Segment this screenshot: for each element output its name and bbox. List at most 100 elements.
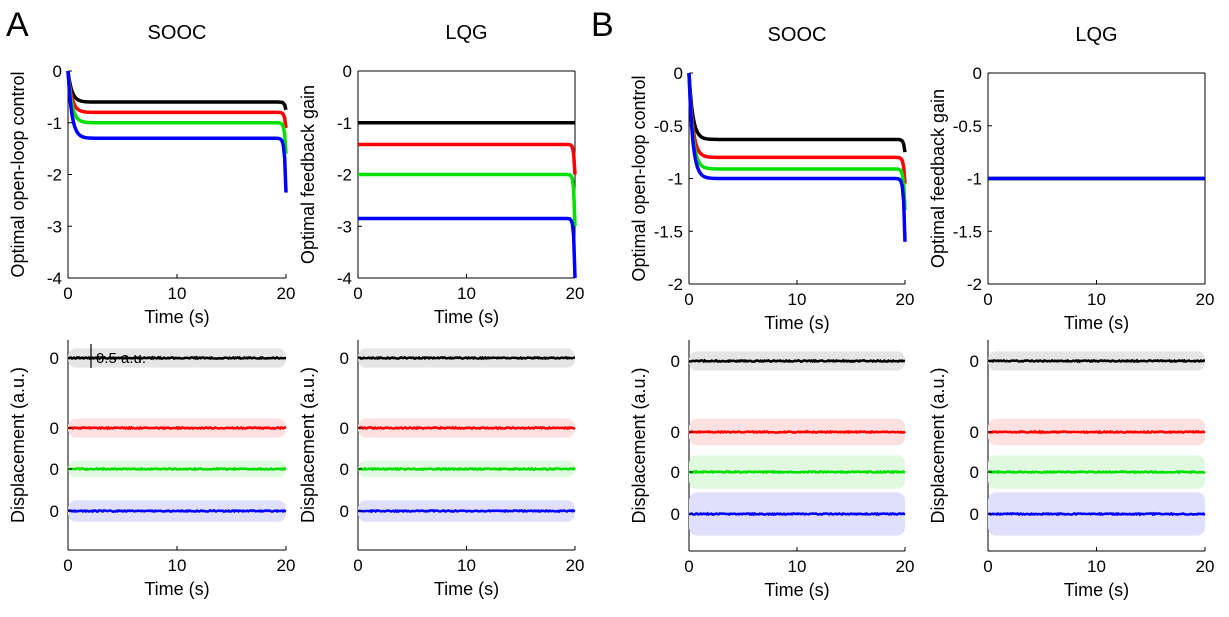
chart-title: SOOC xyxy=(768,24,827,46)
series-line-1 xyxy=(987,429,1206,435)
x-tick-label: 10 xyxy=(457,556,476,575)
y-tick-label: -2 xyxy=(668,275,683,294)
x-axis-label: Time (s) xyxy=(764,580,829,600)
x-tick-label: 20 xyxy=(566,284,585,303)
x-tick-label: 10 xyxy=(457,284,476,303)
y-tick-label: -1 xyxy=(337,114,352,133)
x-tick-label: 20 xyxy=(277,284,296,303)
series-line-0 xyxy=(987,358,1206,364)
x-tick-label: 20 xyxy=(1196,290,1215,309)
x-tick-label: 20 xyxy=(1196,557,1215,576)
y-axis-label: Displacement (a.u.) xyxy=(298,367,318,523)
chart-title: SOOC xyxy=(148,22,207,44)
series-line-0 xyxy=(66,70,288,111)
series-line-3 xyxy=(688,511,906,517)
y-tick-label: 0 xyxy=(970,505,979,524)
y-tick-label: -0.5 xyxy=(654,117,683,136)
x-tick-label: 0 xyxy=(684,290,693,309)
series-line-1 xyxy=(357,425,576,431)
x-tick-label: 10 xyxy=(788,557,807,576)
x-axis-label: Time (s) xyxy=(434,307,499,327)
y-tick-label: 0 xyxy=(674,64,683,83)
x-axis-label: Time (s) xyxy=(1064,580,1129,600)
y-tick-label: 0 xyxy=(970,423,979,442)
series-line-3 xyxy=(687,72,907,242)
series-line-0 xyxy=(67,355,287,361)
scale-bar-label: 0.5 a.u. xyxy=(96,350,146,367)
series-line-0 xyxy=(688,358,906,364)
y-axis-label: Optimal feedback gain xyxy=(298,85,318,264)
y-tick-label: -1 xyxy=(47,114,62,133)
y-tick-label: 0 xyxy=(340,460,349,479)
y-tick-label: 0 xyxy=(50,460,59,479)
y-axis-label: Optimal feedback gain xyxy=(928,89,948,268)
x-tick-label: 20 xyxy=(896,557,915,576)
series-line-1 xyxy=(357,142,577,175)
series-line-1 xyxy=(67,425,287,431)
y-tick-label: 0 xyxy=(340,349,349,368)
y-tick-label: 0 xyxy=(53,62,62,81)
y-tick-label: -1 xyxy=(967,170,982,189)
y-tick-label: -2 xyxy=(967,275,982,294)
y-tick-label: 0 xyxy=(671,505,680,524)
y-tick-label: -1.5 xyxy=(654,222,683,241)
x-tick-label: 0 xyxy=(353,556,362,575)
series-line-1 xyxy=(688,429,906,435)
x-axis-label: Time (s) xyxy=(1064,313,1129,333)
series-line-3 xyxy=(357,508,576,514)
chart-b-6: 0 10 20 Time (s) Displacement (a.u.) 0 0 0 0 xyxy=(629,340,914,600)
x-tick-label: 10 xyxy=(168,284,187,303)
y-axis-label: Optimal open-loop control xyxy=(629,75,649,281)
x-tick-label: 20 xyxy=(566,556,585,575)
series-line-3 xyxy=(67,508,287,514)
y-tick-label: 0 xyxy=(50,349,59,368)
y-tick-label: -2 xyxy=(47,166,62,185)
x-tick-label: 0 xyxy=(353,284,362,303)
y-tick-label: -0.5 xyxy=(953,117,982,136)
y-tick-label: 0 xyxy=(343,62,352,81)
x-tick-label: 0 xyxy=(983,290,992,309)
chart-b-5: LQG 0 10 20 Time (s) Optimal feedback gain -2 -… xyxy=(928,24,1214,333)
x-tick-label: 10 xyxy=(1087,290,1106,309)
x-tick-label: 20 xyxy=(896,290,915,309)
x-tick-label: 0 xyxy=(684,557,693,576)
series-line-0 xyxy=(357,355,576,361)
series-line-2 xyxy=(66,70,288,154)
y-tick-label: -3 xyxy=(47,217,62,236)
chart-b-7: 0 10 20 Time (s) Displacement (a.u.) 0 0 0 0 xyxy=(928,340,1214,600)
y-tick-label: 0 xyxy=(50,502,59,521)
y-tick-label: 0 xyxy=(340,419,349,438)
series-line-2 xyxy=(987,469,1206,475)
y-tick-label: 0 xyxy=(970,463,979,482)
x-tick-label: 0 xyxy=(63,284,72,303)
y-tick-label: -4 xyxy=(337,269,352,288)
x-axis-label: Time (s) xyxy=(144,307,209,327)
y-tick-label: 0 xyxy=(340,502,349,521)
x-tick-label: 20 xyxy=(277,556,296,575)
chart-title: LQG xyxy=(1075,24,1117,46)
y-axis-label: Optimal open-loop control xyxy=(8,71,28,277)
y-axis-label: Displacement (a.u.) xyxy=(629,367,649,523)
series-line-2 xyxy=(357,172,577,227)
series-line-3 xyxy=(66,70,288,193)
series-line-2 xyxy=(688,469,906,475)
x-tick-label: 10 xyxy=(168,556,187,575)
x-tick-label: 10 xyxy=(1087,557,1106,576)
x-axis-label: Time (s) xyxy=(764,313,829,333)
x-tick-label: 10 xyxy=(788,290,807,309)
y-tick-label: 0 xyxy=(671,352,680,371)
chart-a-3: 0 10 20 Time (s) Displacement (a.u.) 0 0 0 0 xyxy=(298,340,584,599)
y-tick-label: -1 xyxy=(668,170,683,189)
chart-a-2: 0 10 20 Time (s) Displacement (a.u.) 0 0 0 0 0.5 … xyxy=(8,340,295,599)
y-tick-label: 0 xyxy=(50,419,59,438)
x-tick-label: 0 xyxy=(983,557,992,576)
y-tick-label: 0 xyxy=(671,423,680,442)
chart-a-1: LQG 0 10 20 Time (s) Optimal feedback gain -4 -… xyxy=(298,22,584,327)
chart-b-4: SOOC 0 10 20 Time (s) Optimal open-loop contr… xyxy=(629,24,914,333)
series-line-1 xyxy=(66,70,288,129)
y-tick-label: -3 xyxy=(337,217,352,236)
series-line-0 xyxy=(687,72,907,153)
y-tick-label: -4 xyxy=(47,269,62,288)
panel-letter-b: B xyxy=(591,6,614,44)
